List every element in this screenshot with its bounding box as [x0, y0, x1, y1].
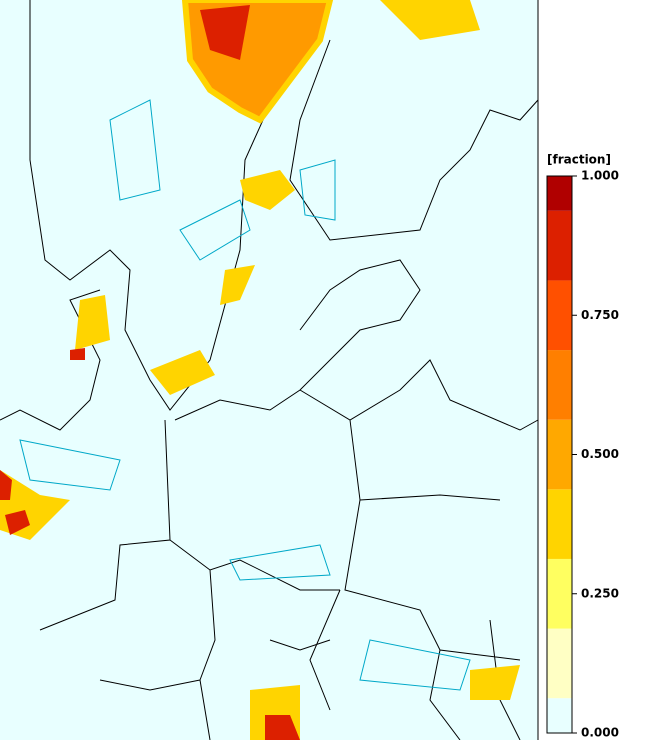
coastline: [0, 0, 539, 431]
map: [0, 0, 539, 741]
colorbar-tick-label: 0.500: [581, 447, 619, 461]
colorbar-label: [fraction]: [547, 153, 611, 167]
colorbar-tick-label: 0.250: [581, 586, 619, 600]
colorbar-segment: [547, 350, 572, 420]
colorbar-tick-label: 0.750: [581, 308, 619, 322]
colorbar-segment: [547, 628, 572, 699]
colorbar-segment: [547, 419, 572, 490]
contour: [19, 99, 471, 691]
colorbar-segment: [547, 280, 572, 351]
colorbar-tick-label: 1.000: [581, 169, 619, 183]
colorbar-segment: [547, 698, 572, 733]
colorbar-segment: [547, 210, 572, 281]
map-background: [0, 0, 538, 740]
high-fraction-area: [200, 5, 250, 60]
colorbar-segment: [547, 558, 572, 629]
colorbar-segment: [547, 489, 572, 559]
colorbar-segment: [547, 176, 572, 211]
colorbar-tick-label: 0.000: [581, 726, 619, 740]
